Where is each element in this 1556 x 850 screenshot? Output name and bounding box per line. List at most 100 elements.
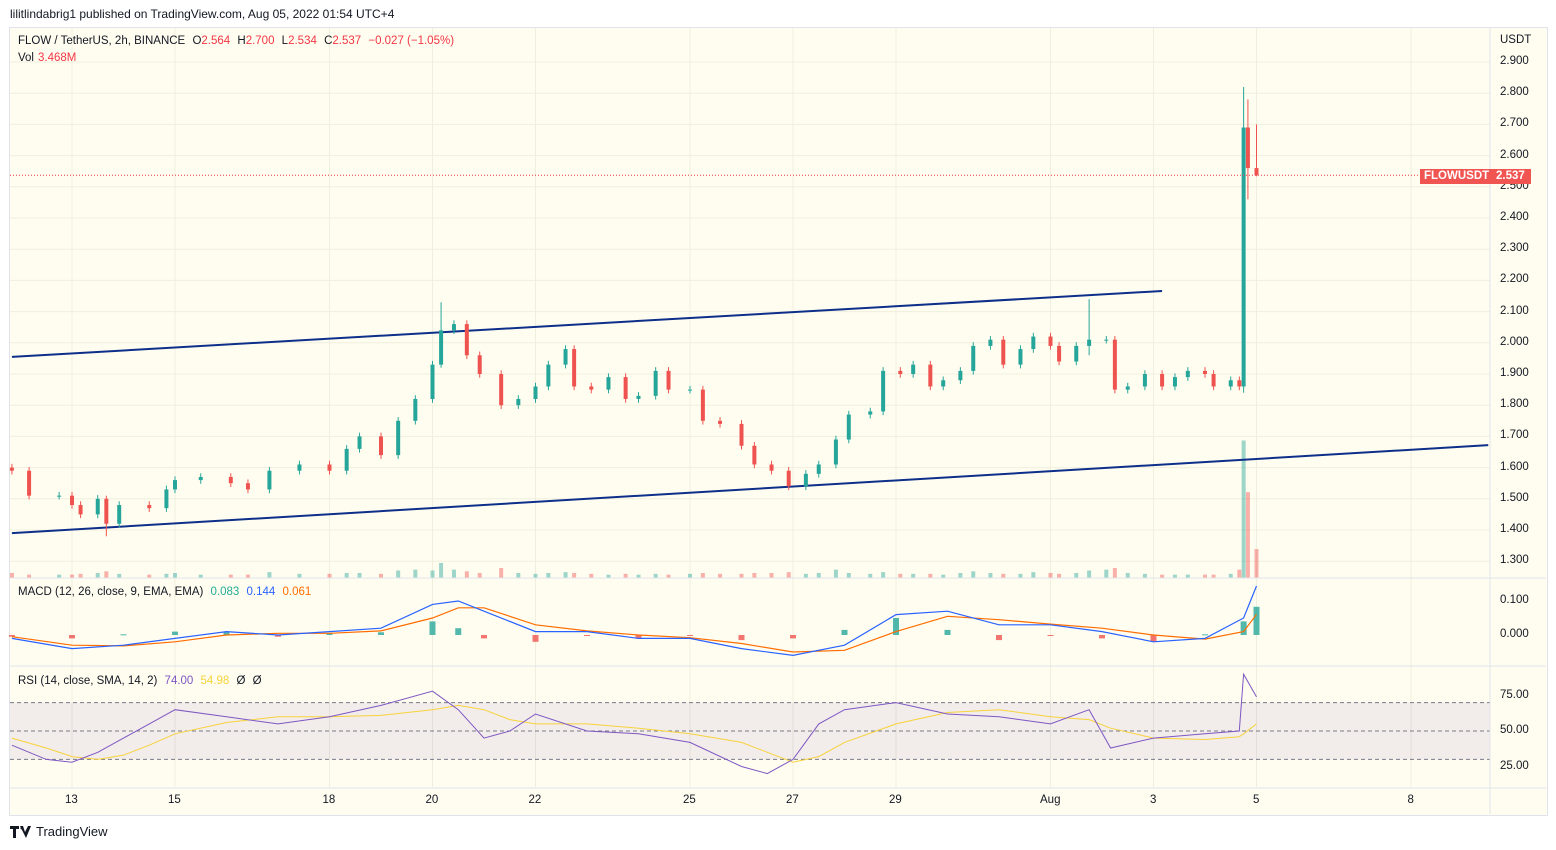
candle-body [499, 374, 504, 406]
candle-body [267, 470, 272, 490]
volume-bar [198, 574, 203, 578]
macd-histogram-bar [532, 635, 539, 642]
volume-bar [833, 569, 838, 578]
rsi-label[interactable]: RSI (14, close, SMA, 14, 2) [18, 675, 158, 687]
close-value: 2.537 [332, 35, 362, 47]
macd-histogram-bar [69, 635, 75, 639]
volume-bar [563, 572, 568, 578]
time-tick-label: 8 [1407, 794, 1414, 806]
volume-bar [464, 571, 469, 578]
macd-histogram-bar [996, 635, 1002, 641]
volume-bar [9, 573, 14, 578]
pane-separators [10, 28, 1546, 814]
candle-body [1228, 380, 1233, 387]
candle-body [147, 505, 152, 509]
volume-bar [1237, 569, 1242, 578]
time-tick-label: 18 [322, 794, 336, 806]
candle-body [1245, 127, 1250, 169]
volume-legend: Vol 3.468M [18, 52, 80, 64]
tradingview-logo-icon [10, 825, 31, 838]
rsi-band [10, 702, 1490, 760]
volume-bar [379, 573, 383, 578]
macd-signal-line [11, 607, 1257, 653]
volume-bar [1172, 574, 1177, 578]
candle-body [1237, 380, 1242, 387]
price-unit: USDT [1500, 34, 1532, 46]
candle-body [1087, 339, 1092, 346]
low-value: 2.534 [288, 35, 317, 47]
candle-body [70, 495, 74, 506]
candle-body [700, 389, 705, 421]
macd-label[interactable]: MACD (12, 26, close, 9, EMA, EMA) [18, 586, 204, 598]
macd-pane [8, 585, 1260, 657]
macd-histogram-bar [1150, 635, 1157, 642]
candle-body [941, 380, 946, 387]
candle-body [1203, 370, 1207, 374]
candle-body [958, 370, 963, 381]
candle-body [1211, 374, 1216, 387]
price-tick-label: 1.500 [1500, 491, 1529, 504]
macd-histogram-bar [481, 635, 487, 639]
candle-body [752, 445, 757, 465]
macd-legend: MACD (12, 26, close, 9, EMA, EMA) 0.083 … [18, 586, 315, 598]
candle-body [1057, 345, 1062, 362]
price-tick-label: 2.300 [1500, 242, 1529, 255]
price-tick-label: 1.600 [1500, 460, 1529, 473]
volume-bar [70, 574, 74, 578]
candle-body [718, 420, 723, 424]
candle-body [688, 389, 692, 391]
macd-histogram-bar [120, 634, 127, 636]
candle-body [911, 364, 916, 374]
macd-histogram-bar [584, 635, 590, 636]
volume-bar [1254, 549, 1259, 578]
candle-body [439, 330, 444, 365]
volume-bar [1031, 572, 1036, 578]
candle-body [57, 495, 62, 497]
volume-bar [803, 573, 808, 578]
candle-body [846, 414, 851, 440]
volume-value: 3.468M [38, 52, 77, 64]
macd-histogram-bar [455, 628, 462, 635]
symbol-label[interactable]: FLOW / TetherUS, 2h, BINANCE [18, 35, 186, 47]
volume-bar [533, 573, 538, 578]
candle-body [297, 464, 302, 471]
volume-bar [516, 573, 521, 578]
volume-bar [1018, 573, 1023, 578]
macd-value: 0.144 [246, 586, 276, 598]
price-tick-label: 1.700 [1500, 429, 1529, 442]
candle-body [379, 436, 383, 456]
volume-bar [881, 572, 886, 578]
volume-bar [739, 573, 744, 578]
rsi-legend: RSI (14, close, SMA, 14, 2) 74.00 54.98 … [18, 675, 266, 687]
macd-tick-label: 0.000 [1500, 628, 1529, 640]
volume-bar [623, 573, 628, 578]
volume-label[interactable]: Vol [18, 52, 34, 64]
candle-body [173, 480, 177, 490]
volume-bar [104, 571, 109, 578]
macd-histogram-bar [172, 631, 178, 635]
chart-frame[interactable] [9, 27, 1548, 816]
macd-hist-value: 0.083 [210, 586, 240, 598]
candle-body [988, 339, 993, 346]
price-tick-label: 2.400 [1500, 211, 1529, 223]
publisher-caption: lilitlindabrig1 published on TradingView… [10, 7, 395, 21]
volume-bar [752, 573, 757, 578]
volume-bar [499, 568, 504, 578]
volume-bar [413, 569, 418, 578]
candle-body [464, 324, 469, 356]
price-tick-label: 2.200 [1500, 273, 1529, 286]
macd-histogram-bar [738, 635, 745, 641]
macd-histogram-bar [1099, 635, 1105, 639]
volume-bar [439, 563, 444, 578]
tradingview-logo[interactable]: TradingView [10, 824, 108, 839]
volume-bar [344, 573, 349, 578]
volume-bar [245, 574, 250, 578]
candle-body [1048, 336, 1053, 346]
time-tick-label: 20 [425, 794, 439, 806]
volume-bar [1048, 573, 1053, 578]
candle-body [928, 364, 933, 387]
volume-bar [816, 573, 821, 578]
price-tick-label: 1.800 [1500, 398, 1529, 411]
volume-bar [572, 573, 577, 578]
